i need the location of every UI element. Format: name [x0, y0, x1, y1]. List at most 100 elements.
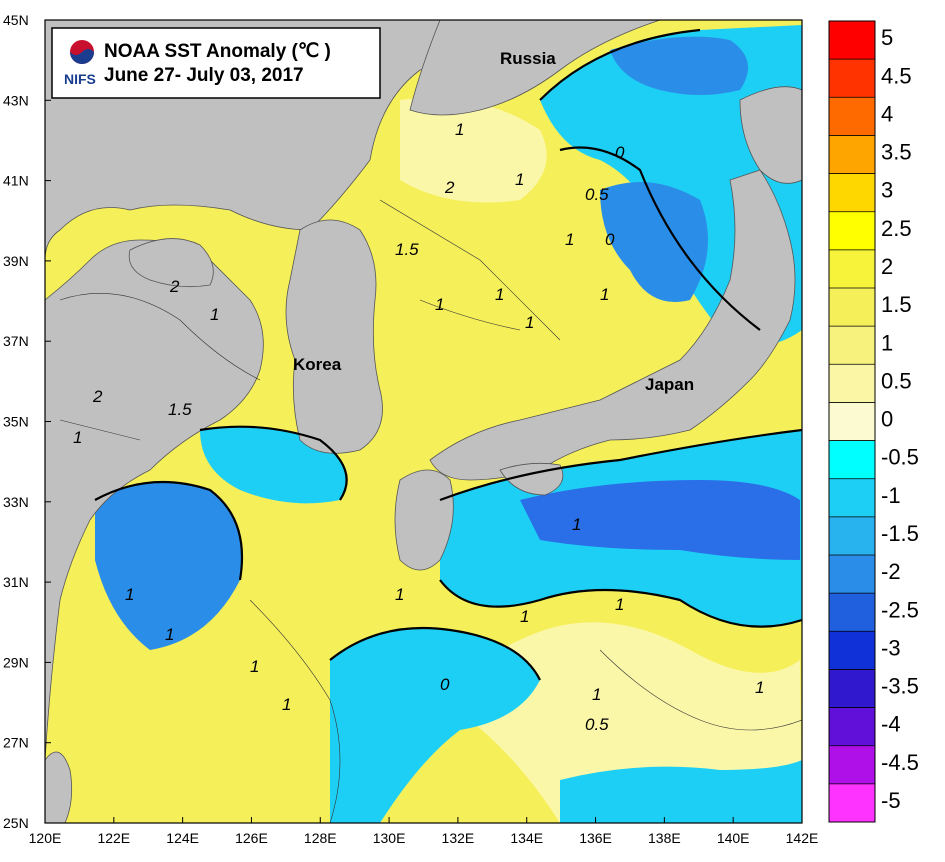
lat-tick-label: 45N — [3, 12, 29, 28]
lon-tick-label: 132E — [442, 830, 475, 846]
lon-tick-label: 124E — [166, 830, 199, 846]
contour-label: 0 — [615, 143, 625, 162]
contour-label: 1 — [520, 607, 529, 626]
colorbar-swatch — [829, 326, 875, 365]
colorbar-swatch — [829, 135, 875, 174]
colorbar-label: -3.5 — [881, 674, 919, 699]
contour-label: 2 — [444, 178, 455, 197]
contour-label: 1 — [565, 230, 574, 249]
map-plot-area: 1 1 0 2 0.5 0 1.5 1 1 1 1 1 2 1 2 1.5 1 … — [45, 20, 802, 823]
place-label-russia: Russia — [500, 49, 556, 68]
land-japan-honshu — [429, 169, 796, 481]
lat-tick-label: 25N — [3, 815, 29, 831]
colorbar-swatch — [829, 631, 875, 670]
colorbar-swatch — [829, 707, 875, 747]
title-box: NIFS NOAA SST Anomaly (℃ ) June 27- July… — [51, 27, 381, 99]
contour-label: 1 — [515, 170, 524, 189]
colorbar-label: 5 — [881, 25, 893, 50]
colorbar-swatch — [829, 249, 875, 289]
lat-tick-label: 37N — [3, 333, 29, 349]
colorbar-swatch — [829, 211, 875, 251]
contour-label: 0 — [440, 675, 450, 694]
colorbar-swatch — [829, 402, 875, 441]
logo-text: NIFS — [64, 71, 96, 87]
colorbar-swatch — [829, 97, 875, 136]
colorbar-label: -3 — [881, 635, 901, 660]
colorbar-swatch — [829, 516, 875, 556]
contour-label: 1 — [615, 595, 624, 614]
colorbar-label: 2.5 — [881, 216, 912, 241]
lon-tick-label: 130E — [373, 830, 406, 846]
contour-label: 1 — [395, 585, 404, 604]
colorbar-label: -1 — [881, 483, 901, 508]
contour-label: 1 — [525, 313, 534, 332]
colorbar-swatch — [829, 669, 875, 708]
lon-tick-label: 140E — [717, 830, 750, 846]
lat-tick-label: 41N — [3, 173, 29, 189]
colorbar-label: -4.5 — [881, 750, 919, 775]
contour-label: 1 — [495, 285, 504, 304]
colorbar-label: 3 — [881, 178, 893, 203]
land-taiwan — [45, 751, 73, 823]
colorbar-label: 0.5 — [881, 368, 912, 393]
lon-tick-label: 122E — [97, 830, 130, 846]
lon-tick-label: 134E — [510, 830, 543, 846]
colorbar-label: 0 — [881, 407, 893, 432]
map-title: NOAA SST Anomaly (℃ ) — [104, 41, 331, 62]
colorbar-swatch — [829, 745, 875, 785]
colorbar-label: 1.5 — [881, 292, 912, 317]
colorbar-swatch — [829, 478, 875, 518]
lat-tick-label: 43N — [3, 92, 29, 108]
colorbar-label: 3.5 — [881, 140, 912, 165]
contour-label: 1 — [250, 657, 259, 676]
ocean-light-zone — [400, 98, 547, 203]
contour-label: 1 — [435, 295, 444, 314]
colorbar-swatch — [829, 21, 875, 60]
colorbar-swatch — [829, 173, 875, 213]
contour-label: 2 — [92, 387, 103, 406]
place-label-korea: Korea — [293, 355, 342, 374]
colorbar-label: 2 — [881, 254, 893, 279]
place-label-japan: Japan — [645, 375, 694, 394]
contour-label: 1.5 — [168, 400, 192, 419]
colorbar-frame — [828, 20, 876, 823]
lon-tick-label: 120E — [29, 830, 62, 846]
contour-label: 0.5 — [585, 185, 609, 204]
lon-tick-label: 126E — [235, 830, 268, 846]
lon-tick-label: 128E — [304, 830, 337, 846]
nifs-logo: NIFS — [64, 40, 96, 87]
contour-label: 1 — [210, 305, 219, 324]
land-russia — [409, 20, 661, 116]
colorbar-label: -4 — [881, 712, 901, 737]
contour-label: 1 — [455, 120, 464, 139]
contour-label: 1 — [572, 515, 581, 534]
land-korea — [285, 219, 383, 454]
lat-tick-label: 39N — [3, 253, 29, 269]
colorbar-label: -2.5 — [881, 597, 919, 622]
colorbar-swatch — [829, 364, 875, 403]
ocean-cold-region-japan-sea — [600, 182, 708, 302]
contour-lines-thin — [59, 199, 802, 823]
contour-label: 0.5 — [585, 715, 609, 734]
lat-tick-label: 33N — [3, 494, 29, 510]
contour-label: 0 — [605, 230, 615, 249]
contour-label: 1 — [755, 678, 764, 697]
lat-tick-label: 29N — [3, 654, 29, 670]
contour-label: 1 — [125, 585, 134, 604]
contour-label: 1 — [592, 685, 601, 704]
colorbar-swatch — [829, 59, 875, 98]
colorbar-swatch — [829, 440, 875, 480]
contour-lines — [94, 28, 802, 681]
land-hokkaido — [739, 86, 802, 184]
contour-label: 2 — [169, 277, 180, 296]
contour-label: 1 — [73, 428, 82, 447]
ocean-cool-region-yangtze — [95, 482, 242, 650]
land-shandong — [128, 238, 214, 288]
lat-tick-label: 31N — [3, 574, 29, 590]
land-china — [45, 20, 521, 761]
colorbar-swatch — [829, 783, 875, 823]
colorbar-label: -5 — [881, 788, 901, 813]
ocean-cold-region-north — [610, 36, 748, 95]
ocean-cold-region-kuroshio — [520, 480, 800, 560]
